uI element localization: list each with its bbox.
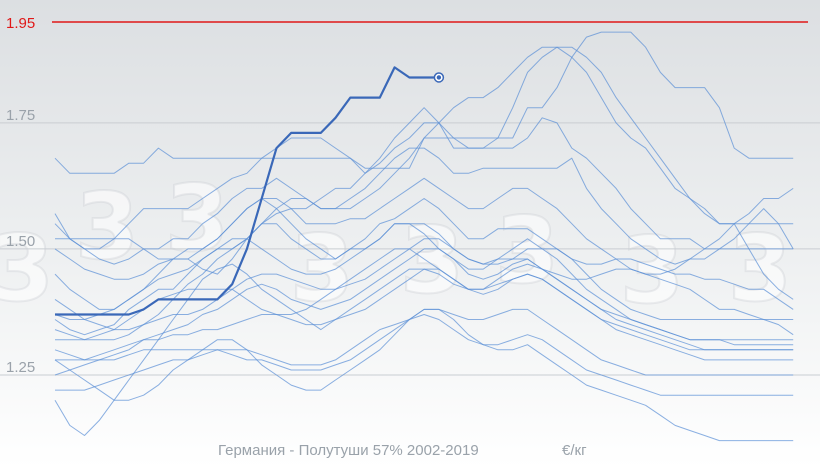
y-tick-label: 1.75 [6,107,35,124]
y-tick-label: 1.25 [6,359,35,376]
series-lines [54,31,794,442]
series-line [54,248,794,346]
series-end-marker-dot [436,75,442,80]
y-tick-label: 1.50 [6,233,35,250]
series-line [54,198,794,310]
series-line [54,308,794,442]
chart-caption: Германия - Полутуши 57% 2002-2019 [218,442,479,459]
watermark-glyph: 3 [165,165,229,272]
series-line [55,314,794,396]
series-line [54,223,794,320]
series-line [54,248,794,361]
chart-unit: €/кг [562,442,587,459]
y-axis-ticks: 1.25 1.50 1.75 [6,107,35,376]
series-line-highlight [55,66,439,316]
series-line [54,147,794,265]
series-line [54,107,794,250]
watermark-glyph: 3 [0,215,54,322]
reference-line-label: 1.95 [6,15,35,32]
watermark: 3 3 3 3 3 3 3 3 [0,164,793,325]
watermark-glyph: 3 [75,173,139,280]
watermark-glyph: 3 [620,217,684,324]
series-line [54,177,794,310]
reference-line-group: 1.95 [6,15,808,32]
series-line [54,46,794,336]
series-line [54,223,794,336]
series-line [54,263,794,436]
highlight-series [55,66,445,316]
watermark-glyph: 3 [495,197,559,304]
watermark-glyph: 3 [290,215,354,322]
